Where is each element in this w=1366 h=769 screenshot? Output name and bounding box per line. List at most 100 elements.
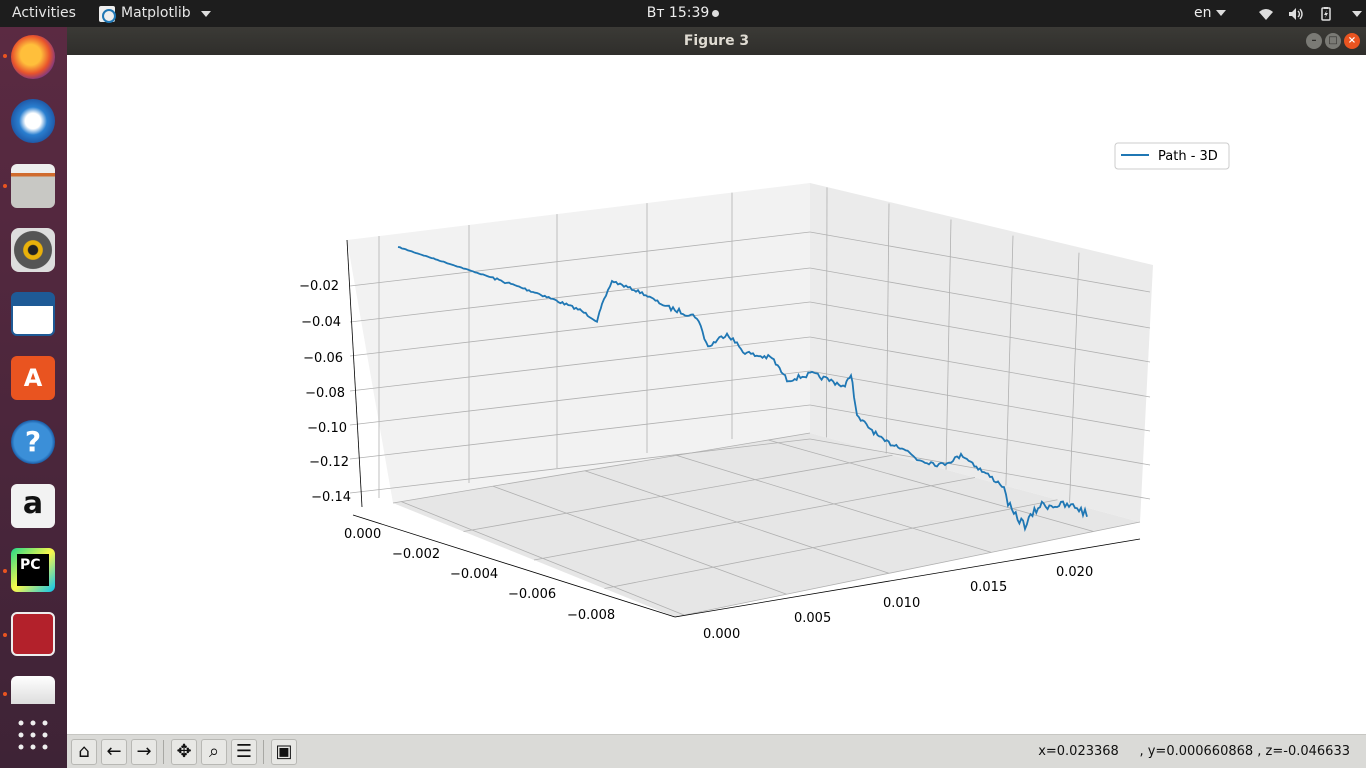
floor-gridline [676, 455, 992, 553]
forward-button[interactable]: → [131, 739, 157, 765]
side-gridline-h [809, 404, 1151, 466]
back-gridline-h [349, 301, 811, 357]
back-button[interactable]: ← [101, 739, 127, 765]
chevron-down-icon [1215, 10, 1226, 16]
zoom-button[interactable]: ⌕ [201, 739, 227, 765]
launcher-dock: A ? a PC [0, 27, 67, 768]
back-pane [347, 183, 810, 503]
side-gridline-h [809, 336, 1151, 398]
amazon-icon[interactable]: a [11, 484, 55, 528]
thunderbird-icon[interactable] [11, 99, 55, 143]
notification-dot-icon [712, 9, 720, 17]
chart-3d[interactable]: −0.02 −0.04 −0.06 −0.08 −0.10 −0.12 −0.14 0.000… [67, 55, 1366, 734]
tick-labels: −0.02 −0.04 −0.06 −0.08 −0.10 −0.12 −0.14 0.000… [299, 279, 1093, 642]
back-gridline-h [349, 336, 811, 392]
close-button[interactable]: × [1344, 33, 1360, 49]
running-indicator [3, 184, 7, 188]
clock-label: Вт 15:39 [646, 5, 710, 21]
x-tick-label: 0.000 [703, 627, 740, 642]
toolbar-separator [263, 740, 264, 764]
libreoffice-writer-icon[interactable] [11, 292, 55, 336]
series-line-path-3d [397, 246, 1088, 532]
floor-gridline [401, 501, 685, 616]
floor-gridline [674, 521, 1141, 618]
volume-icon [1289, 7, 1303, 20]
coordinate-readout: x=0.023368 , y=0.000660868 , z=-0.046633 [1038, 744, 1350, 759]
back-gridline-h [349, 267, 811, 323]
axis-lines [346, 239, 1141, 618]
files-icon[interactable] [11, 164, 55, 208]
maximize-button[interactable]: □ [1325, 33, 1341, 49]
wifi-icon [1259, 8, 1273, 20]
z-tick-label: −0.10 [307, 421, 347, 436]
pan-icon: ✥ [176, 741, 192, 762]
home-icon: ⌂ [78, 741, 90, 762]
gridlines [349, 187, 1151, 618]
matplotlib-app-icon [99, 5, 116, 23]
top-bar: Activities Matplotlib Вт 15:39 en [0, 0, 1366, 27]
z-tick-label: −0.12 [309, 455, 349, 470]
floor-gridline [392, 432, 811, 504]
back-gridline-h [349, 370, 811, 426]
save-icon: ▣ [275, 741, 293, 762]
window-title: Figure 3 [683, 33, 750, 49]
language-indicator[interactable]: en [1194, 0, 1226, 27]
app-menu[interactable]: Matplotlib [99, 0, 211, 27]
firefox-icon[interactable] [11, 35, 55, 79]
y-tick-label: −0.008 [567, 608, 615, 623]
rhythmbox-icon[interactable] [11, 228, 55, 272]
pycharm-icon[interactable]: PC [11, 548, 55, 592]
legend-entry: Path - 3D [1158, 149, 1218, 164]
remote-desktop-icon[interactable] [11, 676, 55, 704]
save-button[interactable]: ▣ [271, 739, 297, 765]
back-gridline-h [349, 438, 811, 494]
language-label: en [1194, 5, 1212, 21]
system-tray[interactable] [1258, 0, 1362, 27]
chevron-down-icon [1352, 10, 1362, 17]
back-gridline-h [349, 231, 811, 287]
running-indicator [3, 692, 7, 696]
help-icon[interactable]: ? [11, 420, 55, 464]
forward-icon: → [136, 741, 152, 762]
x-tick-label: 0.005 [794, 611, 831, 626]
app-menu-label: Matplotlib [121, 5, 191, 21]
toolbar-separator [163, 740, 164, 764]
show-applications-icon[interactable] [11, 715, 55, 755]
z-tick-label: −0.08 [305, 386, 345, 401]
side-gridline-v [1005, 235, 1014, 486]
figure-canvas[interactable]: −0.02 −0.04 −0.06 −0.08 −0.10 −0.12 −0.14 0.000… [67, 55, 1366, 734]
running-indicator [3, 633, 7, 637]
floor-pane [393, 433, 1140, 617]
floor-gridline [533, 477, 976, 561]
floor-gridline [584, 470, 890, 574]
clock[interactable]: Вт 15:39 [0, 0, 1366, 27]
side-gridline-h [809, 370, 1151, 432]
x-tick-label: 0.010 [883, 596, 920, 611]
home-button[interactable]: ⌂ [71, 739, 97, 765]
floor-gridline [768, 439, 1094, 532]
z-tick-label: −0.14 [311, 490, 351, 505]
minimize-button[interactable]: – [1306, 33, 1322, 49]
y-tick-label: −0.002 [392, 547, 440, 562]
side-gridline-v [826, 187, 828, 438]
z-tick-label: −0.06 [303, 351, 343, 366]
side-gridline-v [1069, 252, 1080, 503]
navigation-toolbar: ⌂ ← → ✥ ⌕ ☰ ▣ x=0.023368 , y=0.000660868… [67, 734, 1366, 768]
ubuntu-software-icon[interactable]: A [11, 356, 55, 400]
x-tick-label: 0.015 [970, 580, 1007, 595]
pan-button[interactable]: ✥ [171, 739, 197, 765]
side-pane [810, 183, 1153, 522]
configure-subplots-button[interactable]: ☰ [231, 739, 257, 765]
floor-gridline [463, 454, 893, 532]
activities-button[interactable]: Activities [12, 5, 76, 21]
zoom-icon: ⌕ [208, 741, 220, 762]
configure-subplots-icon: ☰ [235, 741, 253, 762]
window-titlebar[interactable]: Figure 3 – □ × [67, 27, 1366, 55]
terminal-icon[interactable] [11, 612, 55, 656]
floor-gridline [492, 485, 787, 595]
running-indicator [3, 569, 7, 573]
running-indicator [3, 54, 7, 58]
y-tick-label: −0.006 [508, 587, 556, 602]
z-tick-label: −0.04 [301, 315, 341, 330]
side-gridline-v [885, 203, 890, 454]
